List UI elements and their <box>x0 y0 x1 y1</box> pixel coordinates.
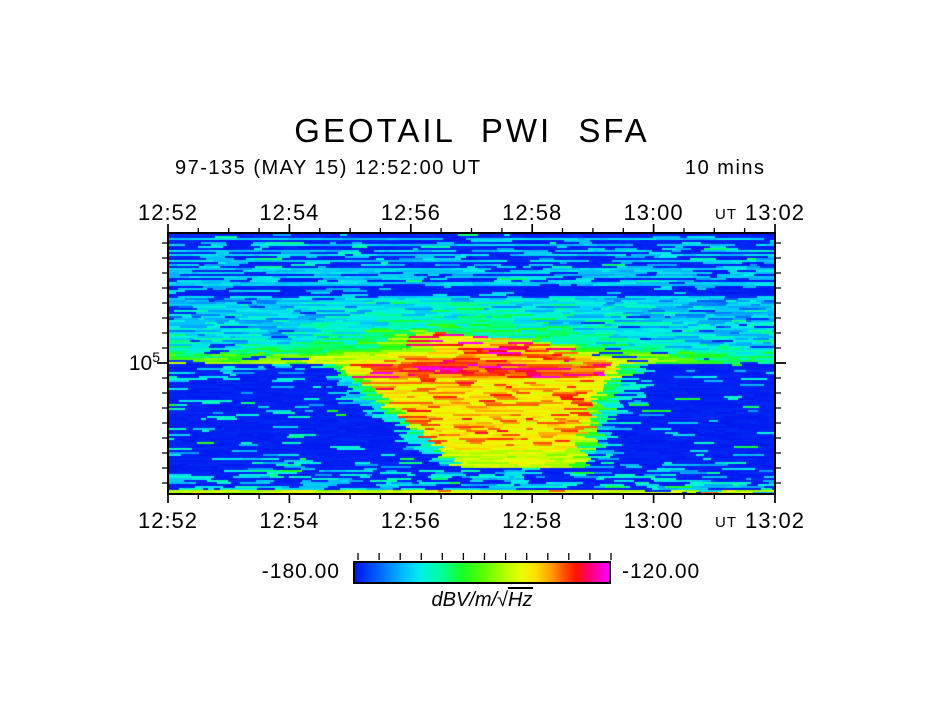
figure-title: GEOTAIL PWI SFA <box>294 112 650 149</box>
x-tick-label: 12:54 <box>259 508 320 533</box>
figure-subtitle: 97-135 (MAY 15) 12:52:00 UT <box>175 157 482 179</box>
x-tick-label: 12:58 <box>502 508 563 533</box>
colorbar-gradient <box>353 561 611 584</box>
units-prefix: dBV/m/ <box>431 589 498 611</box>
x-tick-label: 12:52 <box>137 508 199 533</box>
colorbar-max-label: -120.00 <box>622 560 701 583</box>
x-tick-label: 12:56 <box>380 200 441 225</box>
x-tick-label: 13:00 <box>623 200 684 225</box>
y-axis-tick-label: 105 <box>108 349 160 376</box>
colorbar-ticks <box>357 553 612 560</box>
colorbar-min-label: -180.00 <box>261 560 340 583</box>
colorbar-units-label: dBV/m/√Hz <box>353 587 611 612</box>
ut-axis-unit-label: UT <box>715 514 737 531</box>
x-tick-label: 12:54 <box>259 200 320 225</box>
duration-label: 10 mins <box>685 157 766 179</box>
x-tick-label: 12:58 <box>502 200 563 225</box>
units-radicand: Hz <box>508 587 533 611</box>
spectrogram-canvas <box>169 234 774 494</box>
x-tick-label: 13:02 <box>744 508 806 533</box>
x-tick-label: 13:02 <box>744 200 806 225</box>
x-tick-label: 12:56 <box>380 508 441 533</box>
ut-axis-unit-label: UT <box>715 206 737 223</box>
x-tick-label: 13:00 <box>623 508 684 533</box>
y-tick-exponent: 5 <box>152 349 160 365</box>
y-tick-base: 10 <box>128 352 153 375</box>
sqrt-sign: √ <box>497 589 509 611</box>
x-tick-label: 12:52 <box>137 200 199 225</box>
